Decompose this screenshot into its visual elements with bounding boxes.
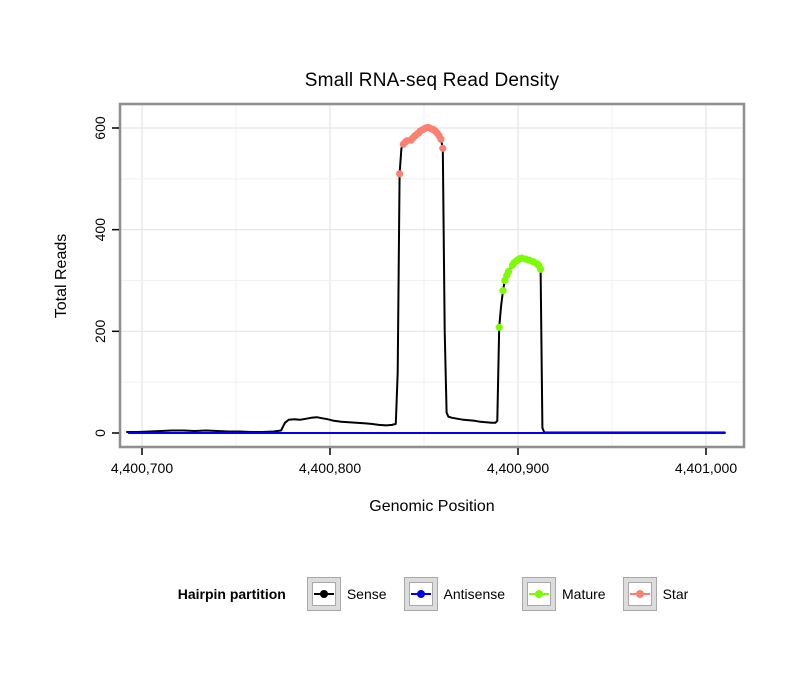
legend-key-dot: [635, 590, 644, 598]
series-point-mature: [495, 323, 503, 331]
series-point-mature: [505, 267, 513, 275]
legend-item-star: Star: [623, 578, 689, 610]
legend-label-mature: Mature: [562, 586, 606, 602]
legend-key-dot: [416, 590, 425, 598]
x-axis-label: Genomic Position: [369, 498, 495, 515]
panel-border: [118, 102, 746, 449]
legend-label-antisense: Antisense: [443, 586, 506, 602]
y-tick-label: 600: [92, 116, 108, 140]
legend-key-mature-icon: [523, 578, 556, 610]
x-tick-label: 4,400,700: [111, 460, 173, 476]
legend-item-sense: Sense: [307, 578, 387, 610]
x-tick-label: 4,401,000: [675, 460, 737, 476]
legend-key-antisense-icon: [404, 578, 437, 610]
y-tick-label: 0: [92, 429, 108, 437]
series-point-star: [439, 144, 447, 152]
legend-item-mature: Mature: [523, 578, 606, 610]
x-tick-label: 4,400,900: [487, 460, 549, 476]
legend-key-sense-icon: [307, 578, 340, 610]
legend-label-sense: Sense: [346, 586, 387, 602]
y-tick-label: 400: [92, 218, 108, 242]
legend-key-dot: [535, 590, 544, 598]
legend-title: Hairpin partition: [177, 586, 286, 602]
legend: Hairpin partition Sense Antisense Mature St…: [28, 578, 810, 610]
series-point-mature: [499, 287, 507, 295]
y-tick-label: 200: [92, 319, 108, 343]
legend-key-dot: [319, 590, 328, 598]
legend-label-star: Star: [662, 586, 689, 602]
y-axis-label: Total Reads: [53, 233, 70, 319]
x-tick-label: 4,400,800: [299, 460, 361, 476]
series-point-mature: [537, 265, 545, 273]
plot-panel: [120, 104, 744, 447]
legend-item-antisense: Antisense: [404, 578, 506, 610]
legend-key-star-icon: [623, 578, 656, 610]
chart-title: Small RNA-seq Read Density: [304, 70, 560, 91]
series-point-star: [437, 135, 445, 143]
series-point-star: [396, 170, 404, 178]
